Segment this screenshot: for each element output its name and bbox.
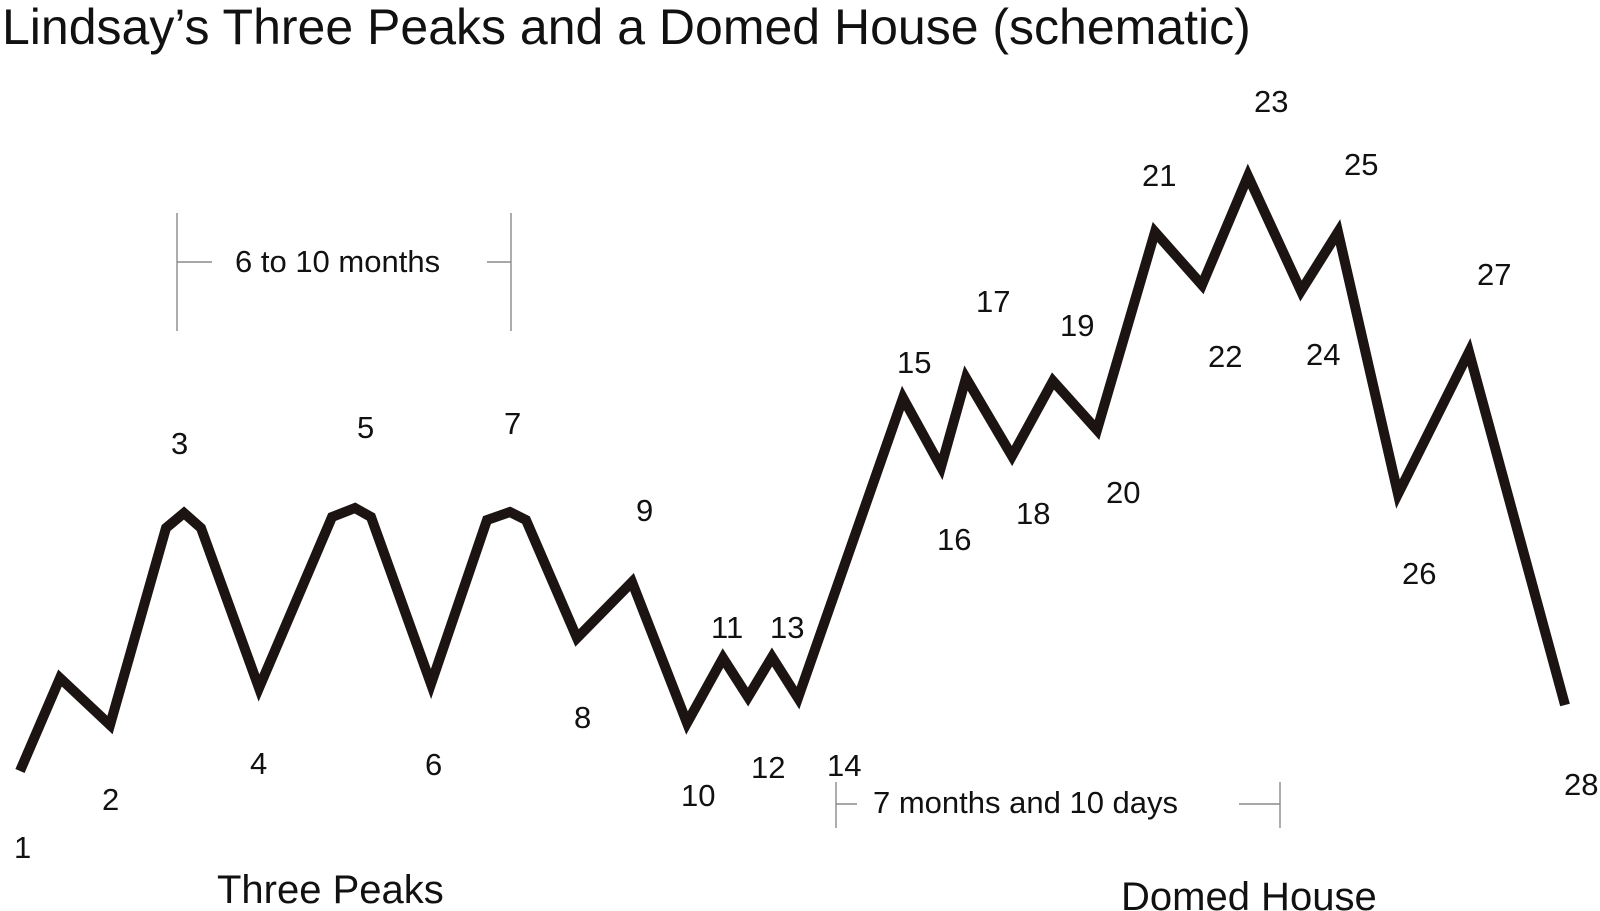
point-label-1: 1 xyxy=(14,830,31,865)
point-label-20: 20 xyxy=(1106,475,1140,510)
three-peaks-label: Three Peaks xyxy=(217,868,444,911)
point-label-21: 21 xyxy=(1142,158,1176,193)
point-label-12: 12 xyxy=(751,750,785,785)
point-label-5: 5 xyxy=(357,410,374,445)
point-label-7: 7 xyxy=(504,406,521,441)
point-label-28: 28 xyxy=(1564,767,1598,802)
point-label-16: 16 xyxy=(937,522,971,557)
point-label-2: 2 xyxy=(102,782,119,817)
dome-interval-bracket xyxy=(835,782,1281,828)
point-label-14: 14 xyxy=(827,748,861,783)
point-labels: 1 2 3 4 5 6 7 8 9 10 11 12 13 14 15 16 1… xyxy=(14,84,1598,865)
point-label-25: 25 xyxy=(1344,147,1378,182)
point-label-18: 18 xyxy=(1016,496,1050,531)
point-label-8: 8 xyxy=(574,700,591,735)
point-label-27: 27 xyxy=(1477,257,1511,292)
domed-house-label: Domed House xyxy=(1121,875,1377,911)
price-path xyxy=(15,163,1570,773)
point-label-15: 15 xyxy=(897,345,931,380)
point-label-10: 10 xyxy=(681,778,715,813)
diagram-title: Lindsay’s Three Peaks and a Domed House … xyxy=(2,0,1251,55)
point-label-26: 26 xyxy=(1402,556,1436,591)
point-label-6: 6 xyxy=(425,747,442,782)
peaks-interval-label: 6 to 10 months xyxy=(235,244,440,279)
point-label-19: 19 xyxy=(1060,308,1094,343)
point-label-17: 17 xyxy=(976,284,1010,319)
point-label-23: 23 xyxy=(1254,84,1288,119)
point-label-13: 13 xyxy=(770,610,804,645)
point-label-22: 22 xyxy=(1208,339,1242,374)
point-label-3: 3 xyxy=(171,426,188,461)
dome-interval-label: 7 months and 10 days xyxy=(873,785,1178,820)
point-label-11: 11 xyxy=(711,610,743,645)
peaks-interval-bracket xyxy=(176,213,512,331)
point-label-4: 4 xyxy=(250,746,267,781)
point-label-24: 24 xyxy=(1306,337,1340,372)
point-label-9: 9 xyxy=(636,493,653,528)
